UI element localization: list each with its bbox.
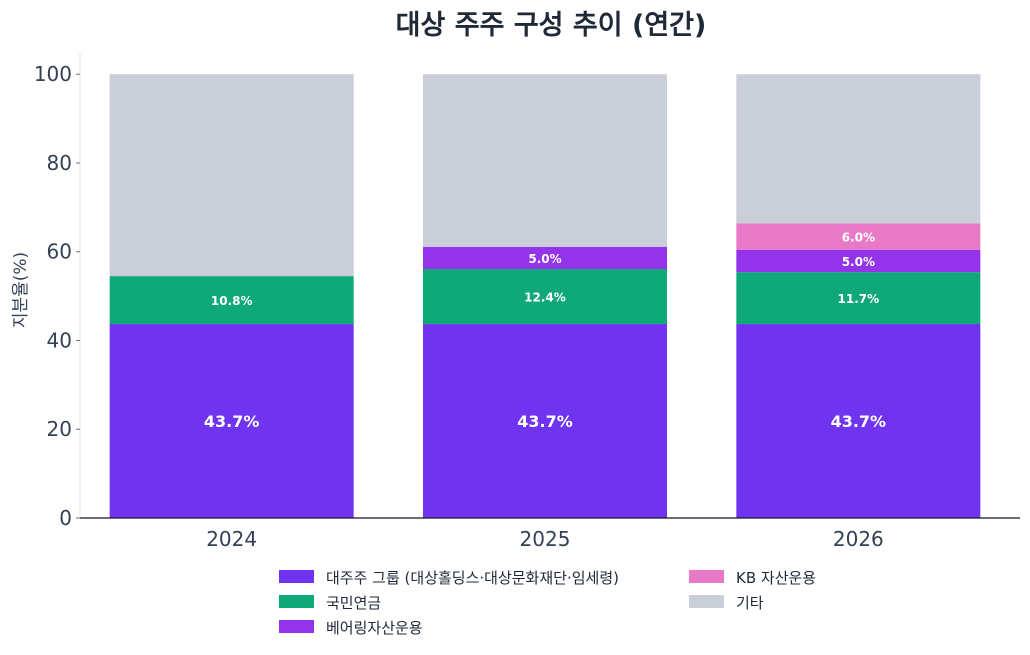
y-tick-label: 20 [47,417,72,441]
y-tick-label: 0 [59,506,72,530]
bar-segment [736,74,981,224]
legend-label: 기타 [736,594,764,612]
y-tick-label: 40 [47,328,72,352]
x-tick-label: 2025 [520,527,571,551]
bar-segment [109,276,354,325]
legend-label: KB 자산운용 [736,569,816,587]
legend-swatch [279,595,314,608]
bar-segment [423,246,667,270]
chart-title: 대상 주주 구성 추이 (연간) [396,10,707,41]
legend-item: 기타 [689,594,764,612]
bar-segment [736,249,981,273]
bar-segment [423,269,667,325]
legend-item: 대주주 그룹 (대상홀딩스·대상문화재단·임세령) [279,569,619,587]
y-tick-label: 100 [34,62,72,86]
data-label: 43.7% [204,412,260,431]
data-label: 43.7% [831,412,887,431]
y-tick-label: 60 [47,240,72,264]
bar-segment [736,223,981,250]
legend-label: 대주주 그룹 (대상홀딩스·대상문화재단·임세령) [326,569,619,587]
legend-item: 베어링자산운용 [279,619,423,637]
legend-swatch [689,570,724,583]
legend-item: KB 자산운용 [689,569,816,587]
bar-segment [109,324,354,518]
y-tick-label: 80 [47,151,72,175]
legend-swatch [689,595,724,608]
legend-swatch [279,570,314,583]
data-label: 5.0% [842,255,875,269]
y-axis-label: 지분율(%) [11,252,31,328]
legend-item: 국민연금 [279,594,381,612]
data-label: 10.8% [211,294,253,308]
bar-segment [736,324,981,518]
x-tick-label: 2026 [833,527,884,551]
legend-label: 베어링자산운용 [326,619,423,637]
legend-swatch [279,620,314,633]
data-label: 12.4% [524,291,566,305]
data-label: 11.7% [838,292,880,306]
legend-label: 국민연금 [326,594,381,612]
bar-segment [423,324,667,518]
data-label: 43.7% [517,412,573,431]
plot-area: 43.7% 10.8% 2024 43.7% 12.4% 5.0% 2025 43.7% 11.… [34,52,1020,551]
bar-segment [423,74,667,247]
bar-segment [736,272,981,325]
x-tick-label: 2024 [206,527,257,551]
data-label: 6.0% [842,231,875,245]
data-label: 5.0% [528,252,561,266]
bar-segment [109,74,354,277]
